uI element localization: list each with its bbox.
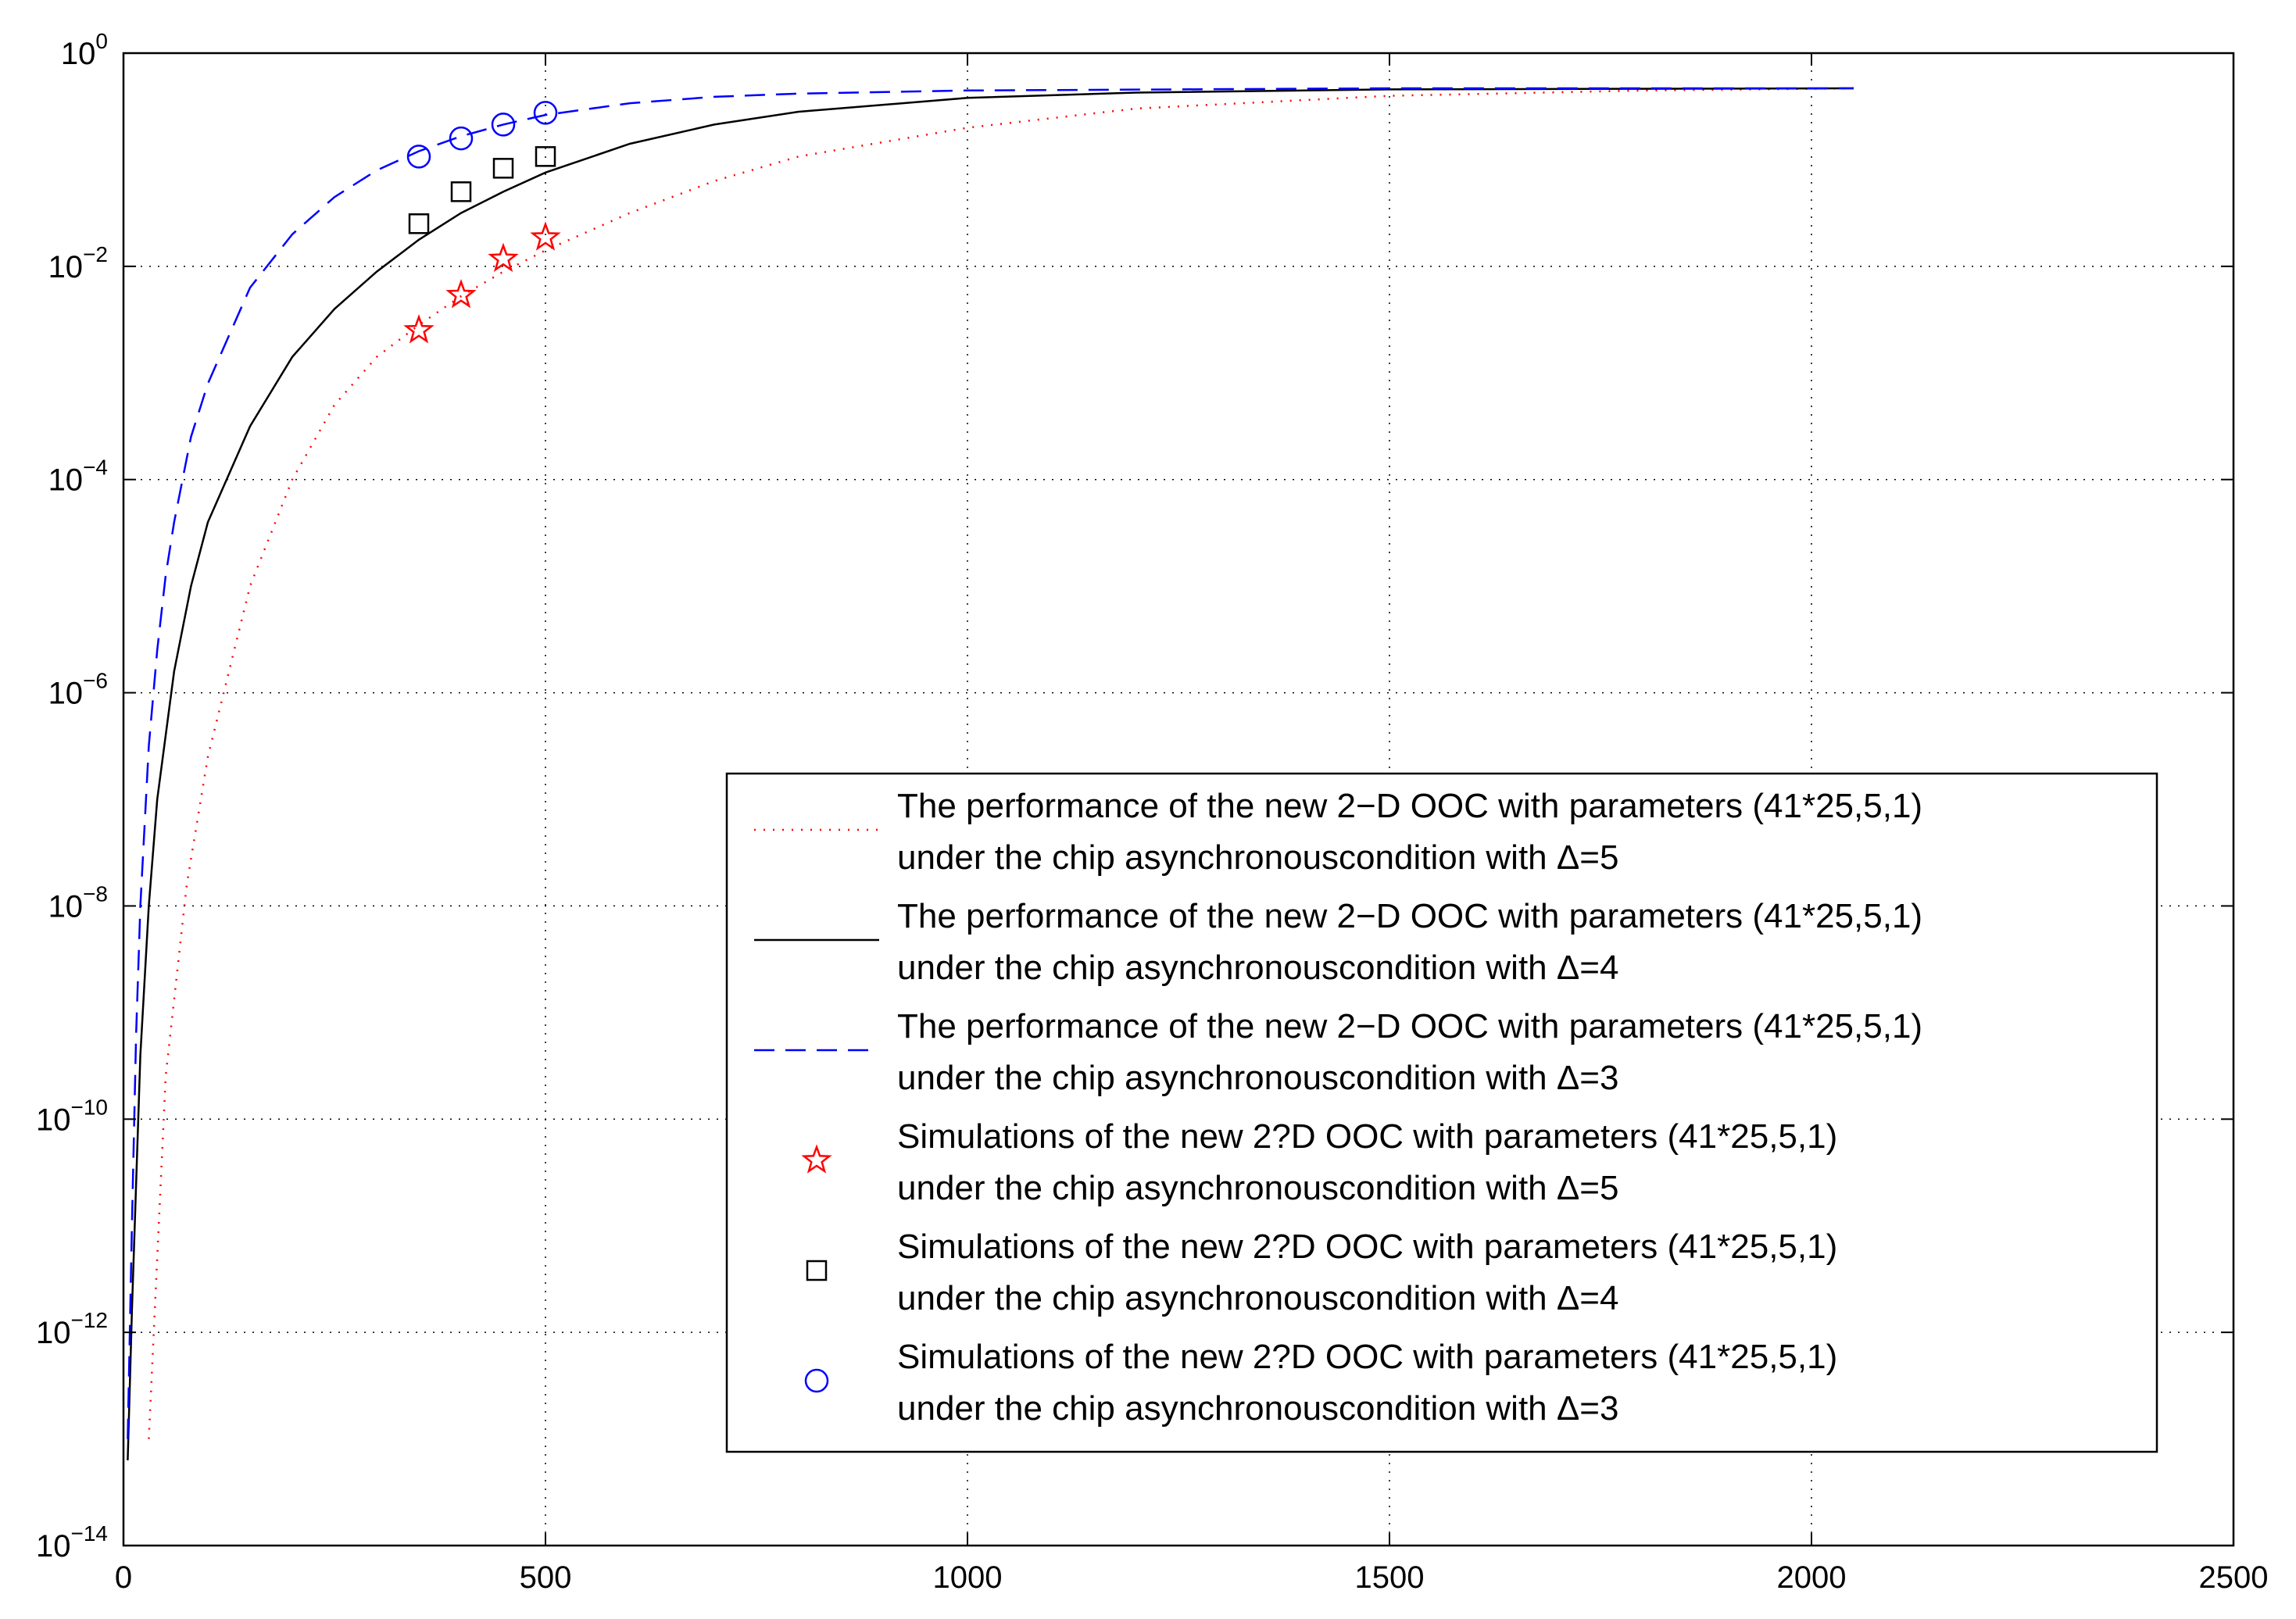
legend-label: under the chip asynchronouscondition wit… xyxy=(897,949,1618,987)
legend-label: under the chip asynchronouscondition wit… xyxy=(897,838,1618,877)
legend-label: The performance of the new 2−D OOC with … xyxy=(897,897,1922,935)
y-tick-label: 10−10 xyxy=(36,1095,108,1137)
y-tick-label: 10−2 xyxy=(48,242,108,284)
data-point-sim-delta-5 xyxy=(530,221,561,251)
data-point-sim-delta-4 xyxy=(450,181,472,202)
y-tick-label: 10−4 xyxy=(48,456,108,498)
legend-label: Simulations of the new 2?D OOC with para… xyxy=(897,1117,1837,1156)
axis-ticks: 0 500 1000 1500 2000 2500 100 10−2 10−4 10−6 10−8 1… xyxy=(36,29,2268,1595)
plot-area xyxy=(127,87,1854,1460)
series-line-theory-delta-4 xyxy=(127,87,1854,1460)
legend-label: Simulations of the new 2?D OOC with para… xyxy=(897,1228,1837,1266)
legend-label: under the chip asynchronouscondition wit… xyxy=(897,1389,1618,1428)
legend-entry-theory-delta-4: The performance of the new 2−D OOC with … xyxy=(754,897,1922,987)
x-tick-label: 0 xyxy=(115,1560,132,1595)
x-tick-label: 1000 xyxy=(933,1560,1003,1595)
data-point-sim-delta-3 xyxy=(533,101,558,125)
series-line-theory-delta-3 xyxy=(127,87,1854,1439)
y-tick-label: 10−8 xyxy=(48,881,108,924)
data-point-sim-delta-5 xyxy=(403,314,435,344)
legend-entry-sim-delta-4: Simulations of the new 2?D OOC with para… xyxy=(806,1228,1837,1317)
x-tick-label: 2500 xyxy=(2199,1560,2269,1595)
x-tick-label: 1500 xyxy=(1355,1560,1425,1595)
legend-marker xyxy=(801,1144,832,1174)
data-point-sim-delta-3 xyxy=(491,113,516,137)
data-point-sim-delta-5 xyxy=(445,279,477,309)
legend-label: Simulations of the new 2?D OOC with para… xyxy=(897,1338,1837,1376)
legend-box xyxy=(725,772,2158,1453)
data-point-sim-delta-3 xyxy=(449,126,474,151)
legend-marker xyxy=(806,1260,828,1281)
legend-label: under the chip asynchronouscondition wit… xyxy=(897,1279,1618,1317)
x-tick-label: 500 xyxy=(520,1560,572,1595)
legend: The performance of the new 2−D OOC with … xyxy=(725,772,2158,1453)
legend-label: The performance of the new 2−D OOC with … xyxy=(897,787,1922,825)
y-tick-label: 10−6 xyxy=(48,669,108,711)
legend-entry-sim-delta-3: Simulations of the new 2?D OOC with para… xyxy=(804,1338,1837,1428)
axes-frame xyxy=(122,52,2235,1547)
x-tick-label: 2000 xyxy=(1777,1560,1847,1595)
data-point-sim-delta-4 xyxy=(408,213,430,234)
legend-label: under the chip asynchronouscondition wit… xyxy=(897,1059,1618,1097)
legend-entry-sim-delta-5: Simulations of the new 2?D OOC with para… xyxy=(801,1117,1837,1207)
y-tick-label: 100 xyxy=(61,29,108,71)
legend-entry-theory-delta-5: The performance of the new 2−D OOC with … xyxy=(754,787,1922,877)
legend-entry-theory-delta-3: The performance of the new 2−D OOC with … xyxy=(754,1007,1922,1097)
legend-marker xyxy=(804,1368,829,1393)
y-tick-label: 10−14 xyxy=(36,1521,108,1564)
data-point-sim-delta-4 xyxy=(535,146,556,167)
data-point-sim-delta-5 xyxy=(488,242,519,273)
legend-label: The performance of the new 2−D OOC with … xyxy=(897,1007,1922,1045)
data-point-sim-delta-3 xyxy=(406,145,431,169)
legend-label: under the chip asynchronouscondition wit… xyxy=(897,1169,1618,1207)
data-point-sim-delta-4 xyxy=(492,158,514,179)
y-tick-label: 10−12 xyxy=(36,1308,108,1350)
